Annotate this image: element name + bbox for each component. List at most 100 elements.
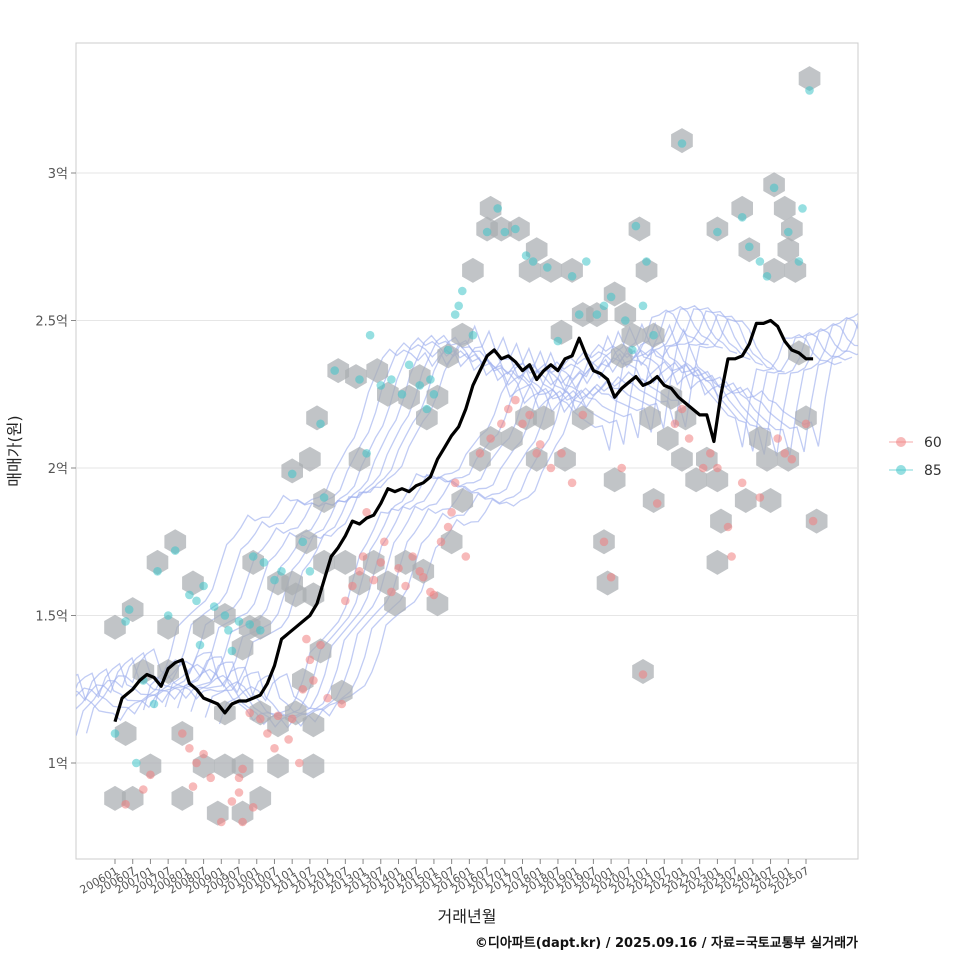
y-axis-ticks: 1억 1.5억 2억 2.5억 3억	[35, 167, 76, 772]
point-85	[762, 272, 772, 281]
point-60	[302, 634, 311, 644]
point-60	[504, 404, 513, 414]
point-60	[401, 581, 410, 591]
point-85	[426, 375, 435, 384]
legend-label-85: 85	[924, 463, 942, 479]
hexbin-cell	[408, 364, 431, 390]
hexbin-cell	[469, 446, 491, 472]
legend-key-dot-60	[896, 437, 906, 447]
hexbin-cell	[501, 426, 523, 451]
hexbin-cell	[242, 549, 264, 575]
point-85	[784, 227, 793, 237]
point-60	[546, 463, 556, 473]
hexbin-cell	[302, 753, 325, 779]
hexbin-cell	[146, 549, 169, 575]
point-60	[284, 735, 293, 744]
hexbin-cell	[734, 488, 757, 513]
point-85	[287, 469, 297, 479]
hexbin-cell	[525, 237, 548, 263]
point-60	[387, 587, 396, 597]
point-60	[447, 508, 456, 517]
hexbin-cell	[603, 467, 626, 493]
point-85	[574, 310, 584, 319]
point-60	[497, 419, 506, 429]
point-60	[532, 449, 541, 458]
point-60	[808, 516, 818, 526]
point-60	[139, 785, 148, 794]
point-60	[323, 693, 332, 703]
point-85	[319, 493, 329, 502]
point-85	[170, 546, 180, 555]
hexbin-cell	[639, 405, 661, 431]
point-60	[698, 463, 708, 473]
point-85	[599, 301, 609, 311]
point-85	[376, 381, 386, 390]
hexbin-cell	[309, 638, 332, 664]
point-60	[535, 440, 545, 449]
point-60	[188, 782, 198, 791]
point-60	[309, 676, 318, 685]
point-85	[387, 375, 396, 384]
point-60	[348, 581, 357, 591]
point-85	[429, 390, 439, 399]
hexbin-cell	[731, 195, 753, 221]
point-60	[638, 670, 648, 679]
hexbin-cell	[561, 257, 583, 283]
point-85	[443, 345, 453, 355]
hexbin-cell	[777, 237, 800, 263]
hexbin-cell	[795, 405, 817, 431]
point-85	[450, 310, 460, 319]
point-85	[227, 646, 237, 656]
hexbin-cell	[182, 570, 204, 596]
point-85	[511, 224, 520, 234]
point-60	[305, 655, 315, 665]
point-85	[316, 419, 325, 429]
hexbin-cell	[798, 66, 821, 92]
point-60	[217, 817, 226, 827]
point-85	[745, 242, 754, 252]
hexbin-cell	[267, 753, 289, 779]
hexbin-cell	[706, 467, 729, 493]
point-85	[500, 227, 510, 237]
point-85	[163, 611, 173, 620]
point-85	[234, 617, 244, 626]
point-85	[404, 360, 414, 370]
legend-label-60: 60	[924, 435, 942, 451]
point-60	[780, 449, 789, 458]
point-60	[273, 711, 283, 721]
point-85	[649, 330, 658, 340]
point-85	[355, 375, 364, 384]
hexbin-cell	[416, 405, 438, 431]
point-60	[295, 758, 304, 768]
point-60	[436, 537, 446, 547]
hexbin-cell	[362, 549, 385, 575]
point-85	[121, 617, 130, 626]
point-60	[248, 803, 258, 812]
hexbin-cell	[621, 322, 644, 348]
point-85	[362, 449, 371, 458]
point-85	[277, 567, 286, 576]
trend-line	[113, 318, 814, 723]
point-85	[621, 316, 630, 325]
x-axis-ticks: 2006012006072007012007072008012008072009…	[78, 859, 812, 897]
point-85	[458, 286, 467, 296]
point-85	[805, 86, 814, 95]
hexbin-cell	[635, 257, 658, 283]
hexbin-cell	[139, 753, 162, 779]
point-60	[238, 764, 247, 774]
point-85	[110, 729, 120, 738]
point-85	[330, 366, 340, 375]
point-60	[355, 567, 364, 576]
point-60	[287, 714, 297, 724]
legend-item-85: 85	[889, 463, 942, 479]
point-60	[617, 463, 626, 473]
hexbin-cell	[281, 570, 303, 596]
point-60	[567, 478, 577, 488]
hexbin-cell	[171, 785, 194, 811]
point-60	[713, 463, 722, 473]
hexbin-cell	[479, 195, 502, 221]
point-60	[475, 449, 485, 458]
point-85	[220, 611, 230, 620]
point-85	[582, 257, 591, 266]
hexbin-cell	[437, 343, 459, 369]
